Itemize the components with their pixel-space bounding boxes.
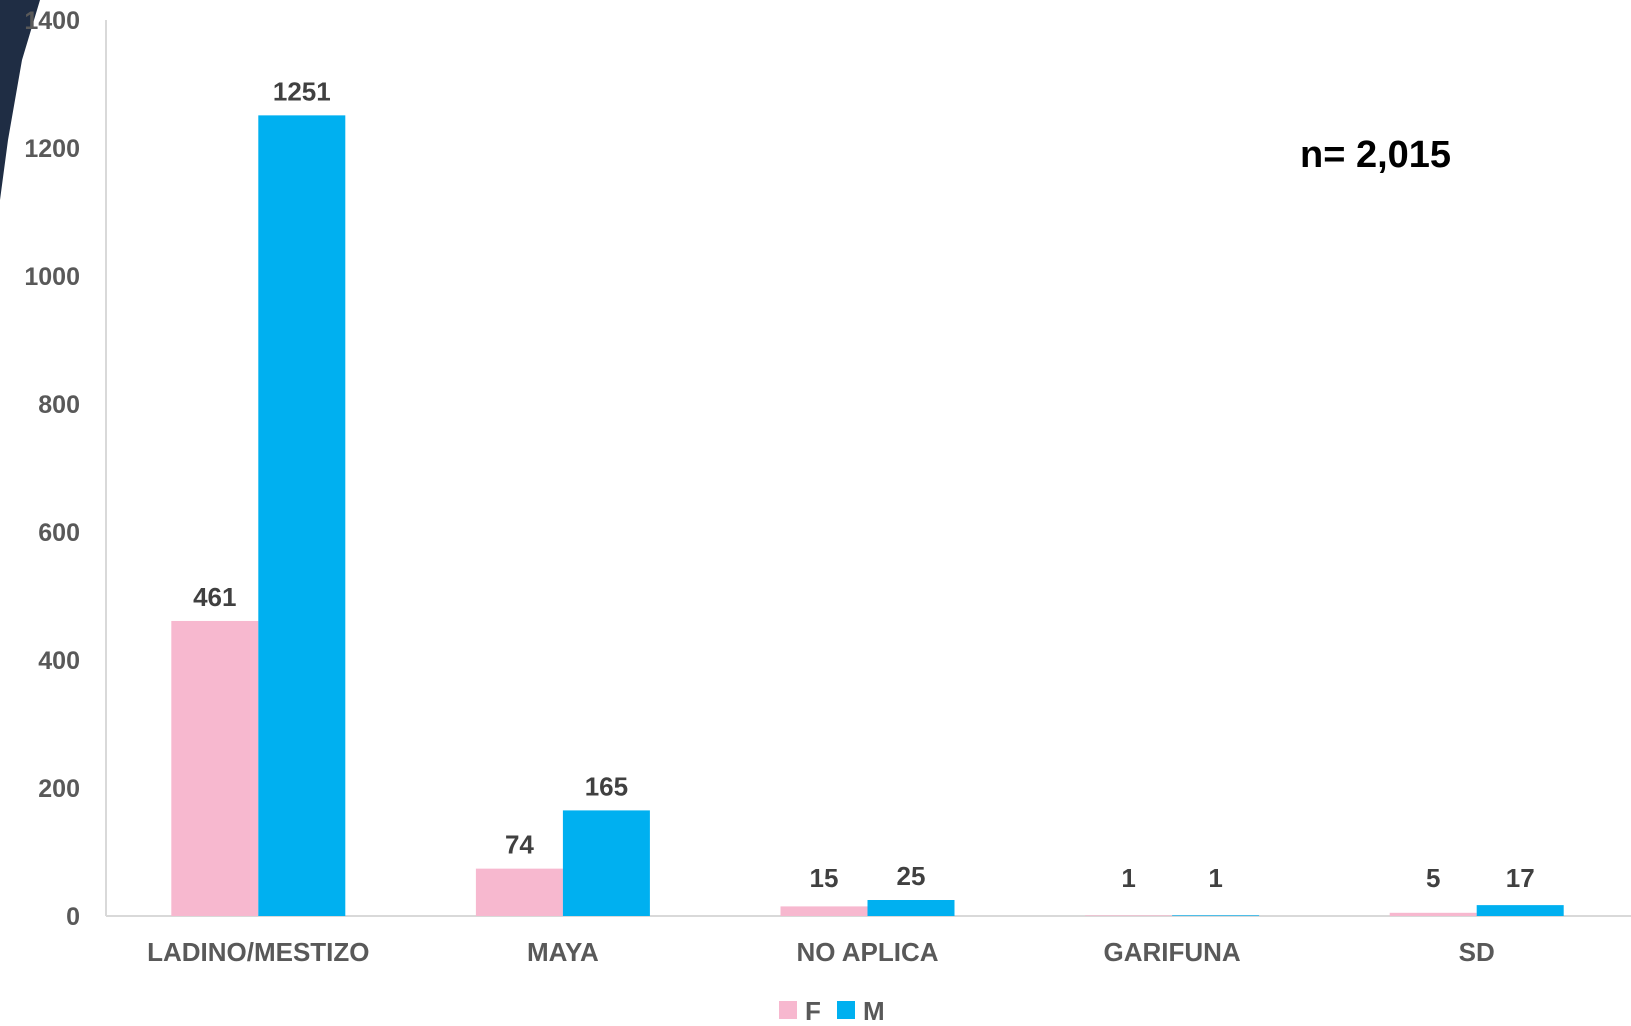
y-tick-label: 1200 [24,135,80,163]
bar-f-3 [1085,915,1173,916]
data-label: 1 [1121,863,1135,893]
bar-m-4 [1476,905,1564,916]
data-label: 461 [193,582,236,612]
bar-m-2 [867,900,955,916]
bar-f-1 [475,868,563,916]
bar-f-4 [1389,912,1477,916]
bar-m-1 [562,810,650,916]
legend-label: M [863,996,885,1026]
legend-swatch-m [837,1001,855,1019]
data-label: 1251 [273,76,331,106]
y-tick-label: 200 [38,775,80,803]
category-label: MAYA [527,937,599,967]
category-labels: LADINO/MESTIZO MAYA NO APLICA GARIFUNA SD [147,937,1495,967]
bar-f-0 [171,620,259,916]
data-label: 25 [897,861,926,891]
category-label: SD [1459,937,1495,967]
legend-label: F [805,996,821,1026]
y-tick-label: 800 [38,391,80,419]
bars [171,115,1564,917]
category-label: LADINO/MESTIZO [147,937,369,967]
bar-f-2 [780,906,868,916]
legend-swatch-f [779,1001,797,1019]
category-label: GARIFUNA [1103,937,1240,967]
bar-m-3 [1172,915,1260,916]
y-tick-labels: 0 200 400 600 800 1000 1200 1400 [24,7,80,931]
y-tick-label: 600 [38,519,80,547]
y-tick-label: 1000 [24,263,80,291]
data-label: 165 [585,771,628,801]
y-tick-label: 1400 [24,7,80,35]
data-label: 5 [1426,863,1440,893]
data-label: 74 [505,830,534,860]
data-label: 1 [1208,863,1222,893]
data-label: 15 [810,863,839,893]
data-label: 17 [1506,863,1535,893]
y-tick-label: 0 [66,903,80,931]
bar-m-0 [258,115,346,917]
sample-size-annotation: n= 2,015 [1300,134,1451,176]
background-decoration [0,0,40,200]
y-tick-label: 400 [38,647,80,675]
category-label: NO APLICA [796,937,938,967]
